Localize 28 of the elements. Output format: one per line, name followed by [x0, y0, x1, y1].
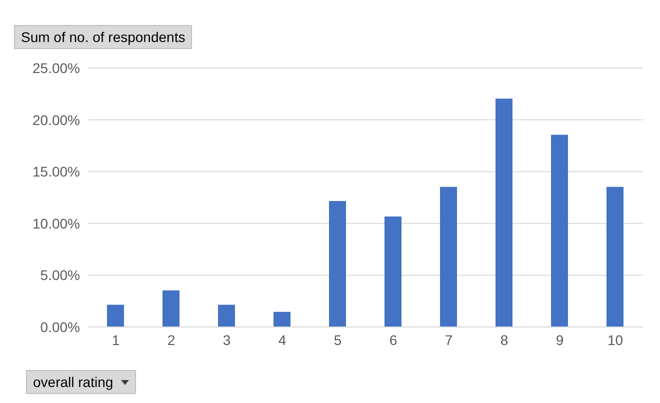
y-tick-label: 20.00% [32, 112, 80, 128]
y-tick-label: 10.00% [32, 215, 80, 232]
bar [606, 186, 624, 327]
bar [162, 290, 180, 327]
x-axis-title: overall rating [33, 374, 114, 390]
bar [274, 312, 290, 327]
y-tick-label: 5.00% [40, 267, 80, 284]
x-tick-label: 3 [222, 332, 231, 348]
x-tick-label: 10 [607, 332, 624, 348]
x-tick-label: 7 [444, 332, 453, 348]
bar [496, 98, 512, 327]
bar [384, 216, 402, 327]
x-tick-label: 5 [334, 332, 342, 348]
chart-title: Sum of no. of respondents [14, 25, 192, 49]
x-tick-label: 6 [389, 332, 398, 348]
x-tick-label: 2 [167, 332, 176, 348]
x-tick-label: 4 [278, 332, 286, 348]
bar [107, 304, 124, 327]
bar [440, 186, 457, 327]
bar [329, 201, 346, 327]
bar [551, 134, 568, 327]
x-tick-label: 9 [556, 332, 564, 348]
y-tick-label: 0.00% [40, 318, 80, 335]
y-tick-label: 25.00% [32, 60, 80, 76]
bar [218, 304, 235, 327]
x-tick-label: 1 [112, 332, 120, 348]
x-tick-label: 8 [500, 332, 508, 348]
y-tick-label: 15.00% [32, 164, 80, 180]
